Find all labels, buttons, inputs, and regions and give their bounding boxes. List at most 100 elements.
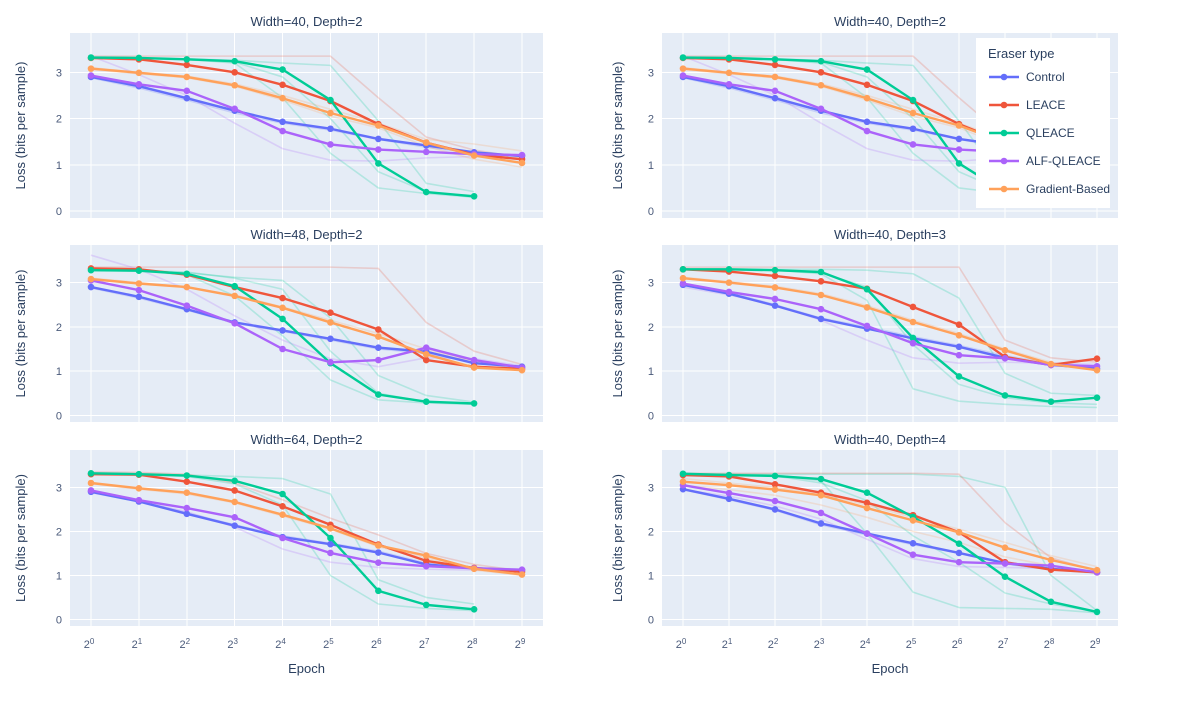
data-point-alf-qleace[interactable] — [135, 286, 143, 294]
data-point-gradient-based[interactable] — [470, 364, 478, 371]
data-point-qleace[interactable] — [863, 66, 871, 73]
legend-item-leace[interactable]: LEACE — [988, 95, 1100, 114]
data-point-gradient-based[interactable] — [231, 292, 238, 300]
data-point-gradient-based[interactable] — [183, 489, 191, 496]
data-point-alf-qleace[interactable] — [231, 514, 238, 521]
data-point-qleace[interactable] — [679, 266, 687, 273]
data-point-control[interactable] — [863, 118, 871, 126]
data-point-gradient-based[interactable] — [470, 565, 478, 573]
data-point-qleace[interactable] — [817, 268, 825, 276]
data-point-gradient-based[interactable] — [518, 159, 526, 167]
legend-item-qleace[interactable]: QLEACE — [988, 123, 1100, 142]
data-point-qleace[interactable] — [817, 475, 825, 483]
data-point-qleace[interactable] — [183, 56, 191, 63]
data-point-gradient-based[interactable] — [375, 333, 382, 340]
data-point-control[interactable] — [955, 135, 963, 143]
data-point-qleace[interactable] — [279, 66, 286, 73]
data-point-qleace[interactable] — [231, 477, 238, 485]
chart-canvas-width40-depth3[interactable]: 0 1 2 3 Loss (bits per sample) Width=40, Dept… — [598, 225, 1196, 430]
data-point-gradient-based[interactable] — [279, 94, 286, 102]
data-point-qleace[interactable] — [955, 160, 963, 167]
data-point-alf-qleace[interactable] — [87, 487, 95, 494]
data-point-gradient-based[interactable] — [771, 486, 779, 493]
data-point-alf-qleace[interactable] — [725, 81, 733, 88]
data-point-alf-qleace[interactable] — [1001, 560, 1009, 567]
data-point-gradient-based[interactable] — [679, 65, 687, 72]
data-point-leace[interactable] — [817, 277, 825, 285]
data-point-qleace[interactable] — [679, 470, 687, 478]
data-point-qleace[interactable] — [1001, 573, 1009, 581]
data-point-alf-qleace[interactable] — [1001, 354, 1009, 362]
data-point-leace[interactable] — [231, 487, 238, 494]
data-point-alf-qleace[interactable] — [375, 356, 382, 364]
data-point-alf-qleace[interactable] — [725, 489, 733, 497]
data-point-gradient-based[interactable] — [1093, 366, 1101, 374]
data-point-gradient-based[interactable] — [817, 81, 825, 89]
data-point-alf-qleace[interactable] — [863, 530, 871, 537]
data-point-gradient-based[interactable] — [725, 279, 733, 286]
legend-item-alf-qleace[interactable]: ALF-QLEACE — [988, 151, 1101, 170]
series-gradient-based[interactable] — [679, 274, 1101, 374]
data-point-qleace[interactable] — [863, 285, 871, 293]
data-point-qleace[interactable] — [955, 540, 963, 548]
data-point-control[interactable] — [817, 520, 825, 527]
data-point-alf-qleace[interactable] — [183, 87, 191, 95]
data-point-alf-qleace[interactable] — [771, 497, 779, 505]
data-point-control[interactable] — [87, 283, 95, 291]
data-point-control[interactable] — [231, 522, 238, 529]
data-point-gradient-based[interactable] — [422, 552, 430, 559]
data-point-control[interactable] — [955, 549, 963, 557]
data-point-qleace[interactable] — [183, 270, 191, 278]
data-point-qleace[interactable] — [422, 188, 430, 196]
data-point-gradient-based[interactable] — [909, 318, 917, 326]
data-point-gradient-based[interactable] — [518, 366, 526, 374]
data-point-gradient-based[interactable] — [863, 304, 871, 311]
data-point-qleace[interactable] — [470, 192, 478, 200]
data-point-alf-qleace[interactable] — [422, 562, 430, 570]
data-point-qleace[interactable] — [279, 315, 286, 323]
data-point-qleace[interactable] — [327, 534, 334, 542]
data-point-alf-qleace[interactable] — [327, 358, 334, 366]
data-point-alf-qleace[interactable] — [87, 72, 95, 79]
data-point-gradient-based[interactable] — [422, 350, 430, 358]
data-point-qleace[interactable] — [1047, 598, 1055, 606]
data-point-alf-qleace[interactable] — [725, 288, 733, 296]
data-point-control[interactable] — [771, 506, 779, 513]
data-point-alf-qleace[interactable] — [863, 127, 871, 135]
data-point-alf-qleace[interactable] — [375, 146, 382, 153]
data-point-control[interactable] — [327, 125, 334, 133]
data-point-control[interactable] — [909, 125, 917, 133]
data-point-gradient-based[interactable] — [518, 571, 526, 578]
data-point-alf-qleace[interactable] — [135, 81, 143, 88]
data-point-gradient-based[interactable] — [1047, 556, 1055, 564]
data-point-gradient-based[interactable] — [183, 283, 191, 291]
data-point-qleace[interactable] — [87, 266, 95, 274]
data-point-control[interactable] — [183, 94, 191, 102]
data-point-qleace[interactable] — [375, 391, 382, 398]
data-point-qleace[interactable] — [863, 489, 871, 496]
data-point-alf-qleace[interactable] — [771, 295, 779, 303]
data-point-control[interactable] — [135, 293, 143, 301]
data-point-control[interactable] — [375, 135, 382, 143]
data-point-qleace[interactable] — [470, 400, 478, 407]
data-point-qleace[interactable] — [1093, 394, 1101, 401]
data-point-qleace[interactable] — [231, 282, 238, 290]
series-gradient-based[interactable] — [87, 479, 526, 578]
data-point-gradient-based[interactable] — [863, 94, 871, 102]
data-point-alf-qleace[interactable] — [470, 356, 478, 364]
data-point-leace[interactable] — [279, 294, 286, 302]
data-point-gradient-based[interactable] — [955, 528, 963, 536]
data-point-gradient-based[interactable] — [863, 504, 871, 512]
series-gradient-based[interactable] — [87, 65, 526, 167]
data-point-gradient-based[interactable] — [1001, 544, 1009, 551]
data-point-gradient-based[interactable] — [327, 109, 334, 117]
data-point-alf-qleace[interactable] — [422, 344, 430, 351]
data-point-leace[interactable] — [279, 81, 286, 89]
data-point-control[interactable] — [725, 495, 733, 503]
data-point-leace[interactable] — [863, 499, 871, 507]
data-point-gradient-based[interactable] — [771, 73, 779, 81]
data-point-qleace[interactable] — [375, 160, 382, 167]
series-gradient-based[interactable] — [87, 275, 526, 374]
data-point-alf-qleace[interactable] — [817, 509, 825, 517]
